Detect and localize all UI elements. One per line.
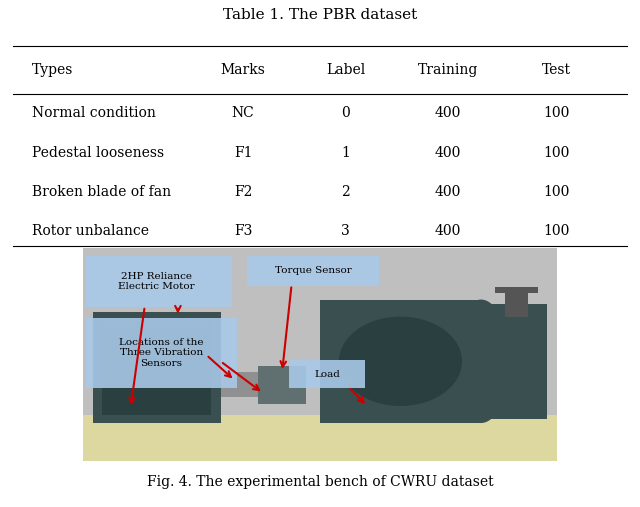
Text: Marks: Marks bbox=[221, 63, 266, 77]
Text: NC: NC bbox=[232, 106, 255, 121]
Text: 0: 0 bbox=[341, 106, 350, 121]
Text: F3: F3 bbox=[234, 224, 252, 238]
Text: Training: Training bbox=[418, 63, 478, 77]
Text: Pedestal looseness: Pedestal looseness bbox=[32, 146, 164, 160]
FancyBboxPatch shape bbox=[86, 256, 232, 307]
Bar bbox=[495, 287, 538, 293]
Text: Locations of the
Three Vibration
Sensors: Locations of the Three Vibration Sensors bbox=[119, 338, 204, 368]
Ellipse shape bbox=[452, 300, 509, 423]
Text: 400: 400 bbox=[435, 224, 461, 238]
Text: Label: Label bbox=[326, 63, 365, 77]
FancyBboxPatch shape bbox=[246, 256, 379, 286]
Text: Normal condition: Normal condition bbox=[32, 106, 156, 121]
Text: 100: 100 bbox=[543, 106, 570, 121]
Text: 100: 100 bbox=[543, 224, 570, 238]
Bar bbox=[320, 300, 481, 423]
Text: Rotor unbalance: Rotor unbalance bbox=[32, 224, 149, 238]
Bar bbox=[102, 321, 211, 415]
FancyBboxPatch shape bbox=[86, 317, 237, 388]
Bar bbox=[505, 287, 529, 316]
Text: 1: 1 bbox=[341, 146, 350, 160]
Text: 3: 3 bbox=[341, 224, 350, 238]
Text: Test: Test bbox=[542, 63, 572, 77]
Text: 400: 400 bbox=[435, 146, 461, 160]
Text: 2: 2 bbox=[341, 185, 350, 199]
Text: 100: 100 bbox=[543, 146, 570, 160]
Text: Types: Types bbox=[32, 63, 74, 77]
Text: F1: F1 bbox=[234, 146, 252, 160]
Ellipse shape bbox=[339, 316, 462, 406]
Text: 2HP Reliance
Electric Motor: 2HP Reliance Electric Motor bbox=[118, 272, 195, 291]
Text: 400: 400 bbox=[435, 185, 461, 199]
Text: 400: 400 bbox=[435, 106, 461, 121]
Text: Table 1. The PBR dataset: Table 1. The PBR dataset bbox=[223, 8, 417, 22]
Bar bbox=[221, 372, 273, 397]
Bar bbox=[259, 366, 306, 404]
Text: Torque Sensor: Torque Sensor bbox=[275, 266, 351, 275]
Text: Broken blade of fan: Broken blade of fan bbox=[32, 185, 171, 199]
Text: Fig. 4. The experimental bench of CWRU dataset: Fig. 4. The experimental bench of CWRU d… bbox=[147, 475, 493, 489]
FancyBboxPatch shape bbox=[289, 360, 365, 388]
Text: 100: 100 bbox=[543, 185, 570, 199]
Text: F2: F2 bbox=[234, 185, 252, 199]
Bar bbox=[83, 415, 557, 461]
Bar bbox=[481, 304, 547, 419]
Text: Load: Load bbox=[314, 370, 340, 379]
Bar bbox=[93, 312, 221, 423]
